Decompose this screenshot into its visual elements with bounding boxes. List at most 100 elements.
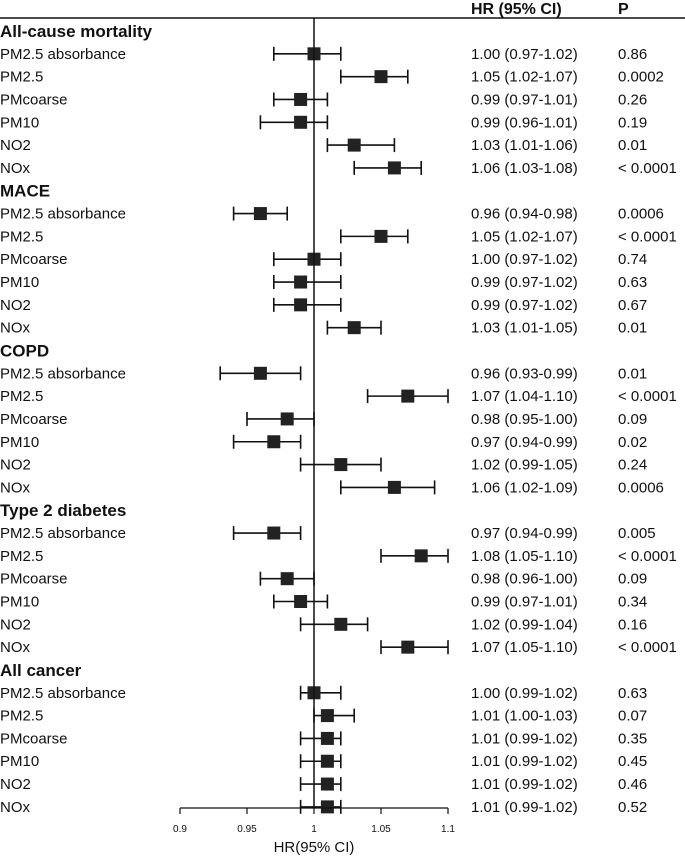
row-label: PM2.5 absorbance (0, 525, 126, 542)
hr-ci-text: 0.99 (0.97-1.02) (471, 274, 578, 291)
p-value: 0.01 (618, 320, 647, 337)
hr-ci-text: 0.98 (0.96-1.00) (471, 571, 578, 588)
hr-point (414, 549, 428, 563)
hr-point (320, 709, 334, 723)
row-label: NOx (0, 639, 31, 656)
hr-ci-text: 1.03 (1.01-1.06) (471, 137, 578, 154)
hr-ci-text: 1.01 (0.99-1.02) (471, 776, 578, 793)
row-label: NOx (0, 799, 31, 816)
hr-point (320, 800, 334, 814)
hr-point (294, 298, 308, 312)
p-value: 0.07 (618, 708, 647, 725)
hr-point (267, 526, 281, 540)
hr-point (401, 389, 415, 403)
hr-ci-text: 1.06 (1.03-1.08) (471, 160, 578, 177)
p-value: 0.0006 (618, 206, 664, 223)
p-value: 0.0006 (618, 479, 664, 496)
row-label: NOx (0, 479, 31, 496)
hr-point (294, 92, 308, 106)
hr-point (267, 435, 281, 449)
group-title: Type 2 diabetes (0, 501, 126, 520)
p-value: 0.34 (618, 594, 647, 611)
hr-ci-text: 1.01 (0.99-1.02) (471, 799, 578, 816)
p-value: 0.16 (618, 616, 647, 633)
hr-point (280, 572, 294, 586)
p-value: < 0.0001 (618, 639, 677, 656)
hr-ci-text: 1.08 (1.05-1.10) (471, 548, 578, 565)
hr-ci-text: 1.05 (1.02-1.07) (471, 69, 578, 86)
p-value: 0.52 (618, 799, 647, 816)
row-label: PM2.5 (0, 388, 43, 405)
p-value: 0.09 (618, 411, 647, 428)
p-value: < 0.0001 (618, 548, 677, 565)
p-value: 0.63 (618, 274, 647, 291)
x-tick-label: 1 (311, 824, 317, 835)
hr-ci-text: 1.03 (1.01-1.05) (471, 320, 578, 337)
hr-point (387, 161, 401, 175)
p-value: 0.0002 (618, 69, 664, 86)
x-axis-title: HR(95% CI) (274, 839, 355, 856)
row-label: NO2 (0, 297, 31, 314)
p-value: < 0.0001 (618, 228, 677, 245)
x-tick-label: 0.95 (237, 824, 257, 835)
hr-point (294, 595, 308, 608)
p-value: 0.02 (618, 434, 647, 451)
p-value: 0.09 (618, 571, 647, 588)
hr-point (347, 321, 361, 335)
row-label: PM2.5 absorbance (0, 365, 126, 382)
x-axis: 0.9 0.95 1 1.05 1.1 (173, 807, 455, 835)
row-label: PM2.5 absorbance (0, 685, 126, 702)
hr-ci-text: 0.96 (0.93-0.99) (471, 365, 578, 382)
row-label: PM10 (0, 434, 39, 451)
row-label: PMcoarse (0, 411, 68, 428)
hr-ci-text: 0.97 (0.94-0.99) (471, 525, 578, 542)
p-value: 0.35 (618, 730, 647, 747)
hr-point (253, 366, 267, 380)
x-tick-label: 1.05 (371, 824, 391, 835)
row-label: PM10 (0, 114, 39, 131)
hr-point (253, 207, 267, 221)
hr-ci-text: 1.01 (1.00-1.03) (471, 708, 578, 725)
row-label: PM2.5 (0, 708, 43, 725)
p-value: 0.01 (618, 137, 647, 154)
group-title: All cancer (0, 661, 82, 680)
row-label: NO2 (0, 137, 31, 154)
row-label: PM2.5 (0, 69, 43, 86)
hr-point (320, 777, 334, 791)
row-label: NOx (0, 160, 31, 177)
group-title: COPD (0, 341, 49, 360)
hr-ci-text: 0.99 (0.96-1.01) (471, 114, 578, 131)
hr-ci-text: 1.06 (1.02-1.09) (471, 479, 578, 496)
group-title: All-cause mortality (0, 22, 153, 41)
p-value: < 0.0001 (618, 388, 677, 405)
row-label: PM2.5 (0, 548, 43, 565)
hr-point (347, 138, 361, 152)
row-label: PMcoarse (0, 730, 68, 747)
p-value: 0.46 (618, 776, 647, 793)
p-value: 0.63 (618, 685, 647, 702)
p-value: 0.005 (618, 525, 656, 542)
row-label: NO2 (0, 776, 31, 793)
row-label: PM2.5 absorbance (0, 206, 126, 223)
hr-point (374, 229, 388, 243)
header-hr: HR (95% CI) (471, 1, 562, 18)
hr-ci-text: 1.01 (0.99-1.02) (471, 730, 578, 747)
group-title: MACE (0, 182, 50, 201)
hr-ci-text: 0.99 (0.97-1.01) (471, 91, 578, 108)
row-label: PM2.5 absorbance (0, 46, 126, 63)
hr-ci-text: 0.96 (0.94-0.98) (471, 206, 578, 223)
p-value: 0.86 (618, 46, 647, 63)
hr-point (334, 617, 348, 631)
hr-ci-text: 1.02 (0.99-1.04) (471, 616, 578, 633)
hr-ci-text: 0.98 (0.95-1.00) (471, 411, 578, 428)
hr-ci-text: 0.99 (0.97-1.02) (471, 297, 578, 314)
hr-ci-text: 0.99 (0.97-1.01) (471, 594, 578, 611)
hr-point (401, 640, 415, 654)
hr-point (294, 115, 308, 129)
hr-point (280, 412, 294, 426)
x-tick-label: 0.9 (173, 824, 187, 835)
hr-point (387, 480, 401, 494)
p-value: 0.24 (618, 457, 647, 474)
row-label: PMcoarse (0, 91, 68, 108)
